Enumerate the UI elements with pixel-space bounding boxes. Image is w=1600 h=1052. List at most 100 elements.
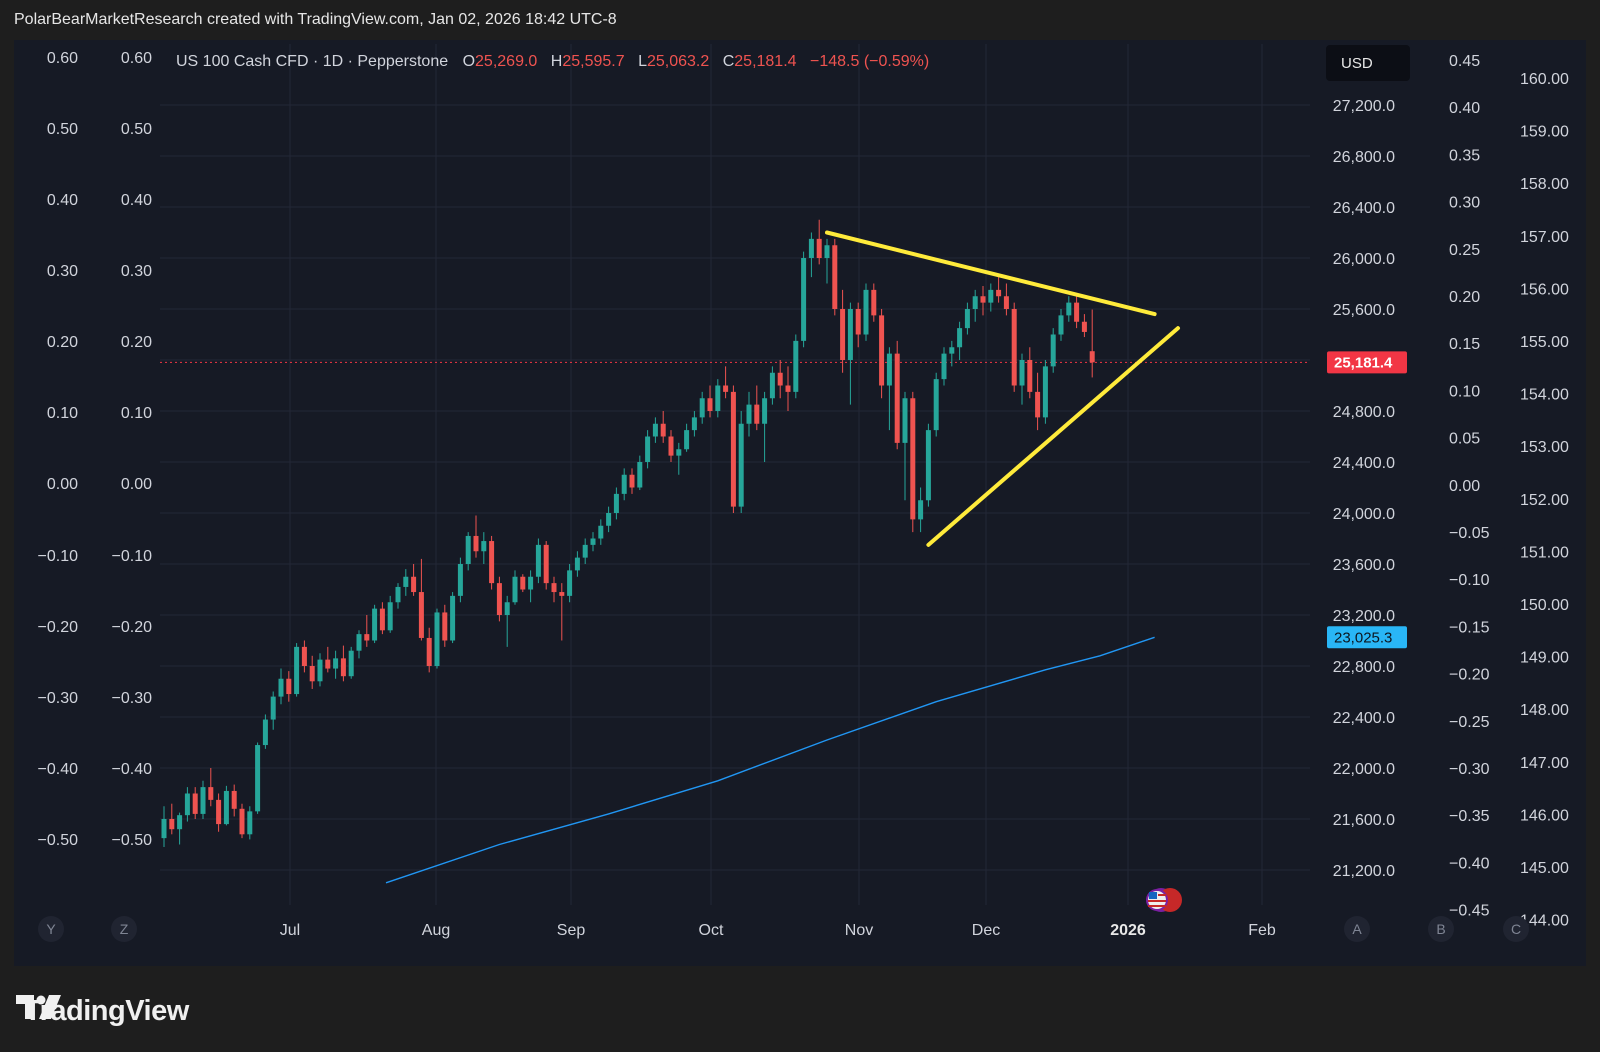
main-price-scale[interactable]: 27,200.0 26,800.0 26,400.0 26,000.0 25,600.0…	[1333, 98, 1395, 880]
candle[interactable]	[707, 398, 713, 411]
candle[interactable]	[1050, 334, 1056, 367]
candle[interactable]	[621, 474, 627, 494]
scale-button[interactable]	[1344, 916, 1370, 942]
candle[interactable]	[762, 398, 768, 424]
candle[interactable]	[262, 719, 268, 746]
candle[interactable]	[1081, 321, 1087, 332]
candle[interactable]	[286, 678, 292, 695]
candle[interactable]	[473, 535, 479, 552]
candle[interactable]	[169, 819, 175, 830]
candle[interactable]	[418, 592, 424, 638]
candle[interactable]	[543, 544, 549, 584]
candle[interactable]	[941, 353, 947, 380]
candle[interactable]	[957, 328, 963, 348]
candle[interactable]	[559, 592, 565, 596]
candle[interactable]	[754, 404, 760, 424]
currency-button[interactable]	[1326, 45, 1410, 81]
candle[interactable]	[808, 238, 814, 258]
candle[interactable]	[964, 309, 970, 329]
candle[interactable]	[863, 289, 869, 335]
candle[interactable]	[871, 289, 877, 316]
candle[interactable]	[645, 436, 651, 463]
candle[interactable]	[504, 602, 510, 615]
candle[interactable]	[278, 678, 284, 697]
candle[interactable]	[996, 289, 1002, 297]
candle[interactable]	[574, 557, 580, 571]
candle[interactable]	[535, 544, 541, 577]
candle[interactable]	[746, 404, 752, 424]
candle[interactable]	[465, 535, 471, 564]
candle[interactable]	[223, 790, 229, 825]
candle[interactable]	[356, 634, 362, 651]
candle[interactable]	[520, 576, 526, 590]
candle[interactable]	[255, 745, 261, 812]
candle[interactable]	[1035, 391, 1041, 418]
candle[interactable]	[918, 500, 924, 520]
candle[interactable]	[933, 379, 939, 431]
candle[interactable]	[972, 296, 978, 309]
candle[interactable]	[177, 815, 183, 830]
right-scale-a[interactable]: 0.45 0.40 0.35 0.30 0.25 0.20 0.15 0.10 0.05 0.00…	[1449, 53, 1490, 920]
scale-button[interactable]	[38, 916, 64, 942]
candle[interactable]	[598, 525, 604, 539]
candle[interactable]	[239, 808, 245, 835]
candle[interactable]	[723, 385, 729, 392]
candle[interactable]	[200, 787, 206, 814]
candle[interactable]	[879, 315, 885, 386]
left-scale-z[interactable]: 0.60 0.50 0.40 0.30 0.20 0.10 0.00 −0.10 −0.20 −0…	[112, 50, 153, 849]
trendline-upper[interactable]	[825, 230, 1157, 317]
candle[interactable]	[372, 608, 378, 641]
candle[interactable]	[403, 576, 409, 587]
candle[interactable]	[684, 430, 690, 450]
trendlines[interactable]	[825, 230, 1180, 547]
candle[interactable]	[364, 634, 370, 641]
us-flag-event-icon[interactable]	[1146, 888, 1182, 912]
candle[interactable]	[629, 474, 635, 488]
candle[interactable]	[910, 398, 916, 520]
candle[interactable]	[777, 372, 783, 386]
candle[interactable]	[1058, 315, 1064, 335]
scale-button[interactable]	[1503, 916, 1529, 942]
candle[interactable]	[340, 658, 346, 677]
candle[interactable]	[637, 462, 643, 488]
candle[interactable]	[528, 576, 534, 590]
candle[interactable]	[738, 423, 744, 507]
candle[interactable]	[582, 544, 588, 558]
candle[interactable]	[325, 659, 331, 669]
candle[interactable]	[387, 602, 393, 631]
candle[interactable]	[785, 385, 791, 392]
left-scale-y[interactable]: 0.60 0.50 0.40 0.30 0.20 0.10 0.00 −0.10 −0.20 −0…	[38, 50, 79, 849]
candle[interactable]	[691, 417, 697, 431]
candle[interactable]	[902, 398, 908, 443]
candle[interactable]	[309, 666, 315, 682]
candle[interactable]	[660, 423, 666, 437]
candle[interactable]	[489, 541, 495, 584]
candle[interactable]	[855, 309, 861, 335]
candle[interactable]	[824, 245, 830, 258]
time-axis[interactable]: Jul Aug Sep Oct Nov Dec 2026 Feb	[280, 922, 1276, 939]
candle[interactable]	[793, 340, 799, 392]
candle[interactable]	[1066, 302, 1072, 316]
candle[interactable]	[434, 612, 440, 666]
candle[interactable]	[442, 612, 448, 641]
currency-label[interactable]: USD	[1341, 55, 1373, 72]
candle[interactable]	[496, 583, 502, 615]
candle[interactable]	[301, 646, 307, 666]
candle[interactable]	[512, 576, 518, 603]
candle[interactable]	[192, 793, 198, 814]
candle[interactable]	[840, 309, 846, 360]
candle[interactable]	[925, 430, 931, 501]
candle[interactable]	[801, 258, 807, 341]
candle[interactable]	[590, 538, 596, 545]
candle[interactable]	[379, 608, 385, 631]
candle[interactable]	[699, 398, 705, 418]
candle[interactable]	[886, 353, 892, 386]
right-scale-c[interactable]: 160.00 159.00 158.00 157.00 156.00 155.00 154.…	[1520, 71, 1569, 930]
candle[interactable]	[333, 658, 339, 669]
candle[interactable]	[481, 541, 487, 552]
candle[interactable]	[1042, 366, 1048, 418]
chart-panel[interactable]	[14, 40, 1586, 966]
candle[interactable]	[1019, 360, 1025, 386]
scale-button[interactable]	[1428, 916, 1454, 942]
candle[interactable]	[348, 650, 354, 677]
